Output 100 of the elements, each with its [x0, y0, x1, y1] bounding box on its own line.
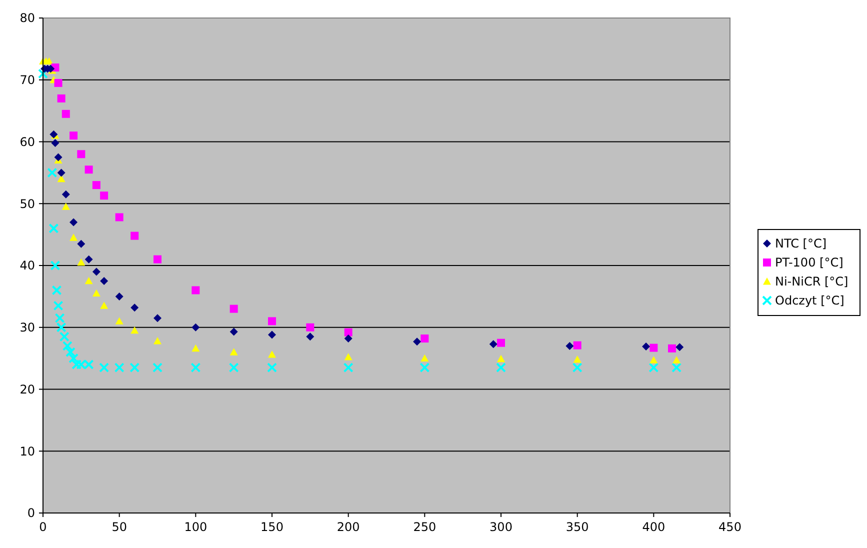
point [57, 94, 66, 102]
point [268, 330, 276, 339]
point [47, 168, 58, 178]
point [84, 255, 93, 264]
point [56, 322, 66, 332]
point [84, 166, 93, 174]
point [192, 286, 200, 294]
point [573, 341, 582, 350]
x-tick-label: 450 [718, 520, 742, 534]
point [676, 343, 684, 352]
point [668, 344, 676, 352]
x-tick-label: 0 [39, 520, 47, 534]
x-tick-label: 100 [184, 520, 208, 534]
point [344, 328, 352, 336]
point [130, 326, 139, 334]
y-tick-label: 20 [20, 382, 35, 396]
point [642, 342, 650, 351]
point [192, 323, 200, 332]
point [77, 258, 86, 266]
point [230, 348, 238, 356]
legend-label: NTC [°C] [775, 236, 827, 251]
point [420, 354, 429, 362]
point [306, 323, 314, 332]
point [572, 362, 582, 373]
point [497, 338, 505, 347]
point [228, 362, 239, 373]
point [54, 153, 62, 162]
point [84, 276, 93, 284]
point [496, 362, 506, 373]
y-tick-label: 80 [20, 11, 35, 26]
y-tick-label: 40 [20, 258, 35, 273]
point [648, 362, 659, 373]
y-tick-label: 50 [20, 196, 35, 211]
x-tick-label: 150 [260, 520, 284, 534]
point [650, 344, 658, 352]
point [154, 314, 162, 322]
point [100, 276, 108, 285]
point [62, 190, 70, 198]
point [57, 168, 66, 177]
point [54, 78, 62, 87]
point [53, 300, 64, 311]
point [77, 240, 86, 248]
point [130, 304, 139, 312]
point [50, 260, 60, 270]
y-tick-label: 0 [27, 506, 35, 520]
point [100, 302, 108, 309]
point [190, 362, 201, 373]
legend-label: PT-100 [°C] [775, 256, 844, 270]
point [650, 356, 658, 364]
point [68, 353, 79, 364]
point [344, 334, 352, 343]
y-tick-label: 30 [20, 320, 35, 335]
point [489, 340, 498, 348]
point [672, 362, 682, 373]
point [59, 332, 70, 342]
point [115, 292, 124, 300]
point [306, 332, 314, 341]
point [130, 362, 140, 373]
y-tick-label: 70 [20, 73, 35, 88]
point [566, 342, 574, 350]
point [65, 347, 76, 358]
point [154, 336, 162, 344]
y-tick-label: 10 [20, 444, 35, 458]
point [70, 218, 78, 226]
y-tick-label: 60 [20, 134, 35, 149]
point [92, 268, 100, 276]
point [230, 304, 238, 313]
legend-label: Odczyt [°C] [775, 294, 844, 308]
point [267, 362, 277, 373]
point [62, 202, 70, 210]
point [52, 285, 62, 296]
point [48, 223, 59, 234]
point [230, 328, 238, 336]
point [99, 362, 110, 373]
point [413, 338, 422, 346]
x-tick-label: 50 [112, 520, 127, 534]
x-tick-label: 400 [642, 520, 666, 534]
point [672, 356, 681, 364]
point [54, 313, 65, 324]
x-tick-label: 200 [336, 520, 360, 534]
point [100, 192, 108, 200]
point [115, 213, 124, 222]
legend-label: Ni-NiCR [°C] [775, 274, 848, 289]
point [70, 132, 78, 140]
point [344, 353, 352, 360]
x-tick-label: 350 [566, 520, 589, 534]
x-tick-label: 300 [490, 520, 512, 534]
point [420, 334, 429, 343]
point [154, 255, 162, 264]
point [268, 317, 276, 326]
point [62, 110, 70, 118]
point [114, 362, 124, 373]
point [192, 344, 200, 352]
point [70, 234, 78, 241]
point [130, 232, 139, 240]
point [38, 68, 48, 79]
point [77, 150, 86, 158]
point [115, 317, 124, 324]
point [62, 340, 72, 351]
point [343, 362, 354, 373]
